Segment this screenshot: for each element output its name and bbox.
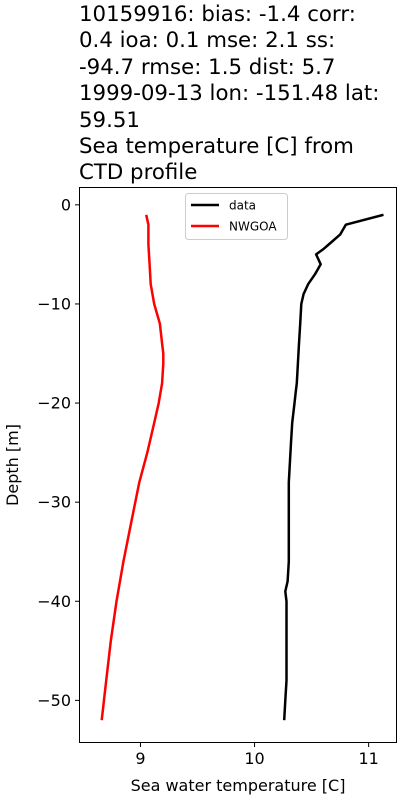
y-tick-label: −20	[37, 394, 71, 413]
x-tick-label: 11	[358, 749, 378, 768]
series-line-data	[282, 213, 384, 721]
series-layer	[100, 213, 384, 721]
legend-label-nwgoa: NWGOA	[229, 220, 277, 234]
y-tick-label: −30	[37, 493, 71, 512]
title-line: 10159916: bias: -1.4 corr:	[79, 2, 356, 27]
series-line-nwgoa	[100, 214, 165, 721]
title-line: 1999-09-13 lon: -151.48 lat:	[79, 81, 380, 107]
ticks-layer: 9 10 11 0 −10 −20 −30 −40 −50	[37, 195, 379, 768]
title-line: CTD profile	[79, 160, 198, 186]
title-line: 59.51	[79, 107, 140, 133]
plot-area-frame	[79, 187, 397, 743]
y-tick-label: −40	[37, 592, 71, 611]
x-tick-label: 9	[135, 749, 145, 768]
y-tick-label: −50	[37, 691, 71, 710]
y-tick-label: −10	[37, 294, 71, 313]
title-line: -94.7 rmse: 1.5 dist: 5.7	[79, 54, 336, 80]
y-axis-label: Depth [m]	[3, 424, 22, 506]
title-line: 0.4 ioa: 0.1 mse: 2.1 ss:	[79, 28, 336, 54]
legend-label-data: data	[229, 199, 256, 213]
x-tick-label: 10	[244, 749, 264, 768]
x-axis-label: Sea water temperature [C]	[131, 776, 346, 795]
title-line: Sea temperature [C] from	[79, 134, 354, 160]
chart-title: 10159916: bias: -1.4 corr: 0.4 ioa: 0.1 …	[79, 2, 397, 187]
y-tick-label: 0	[61, 195, 71, 214]
legend: data NWGOA	[185, 193, 288, 240]
